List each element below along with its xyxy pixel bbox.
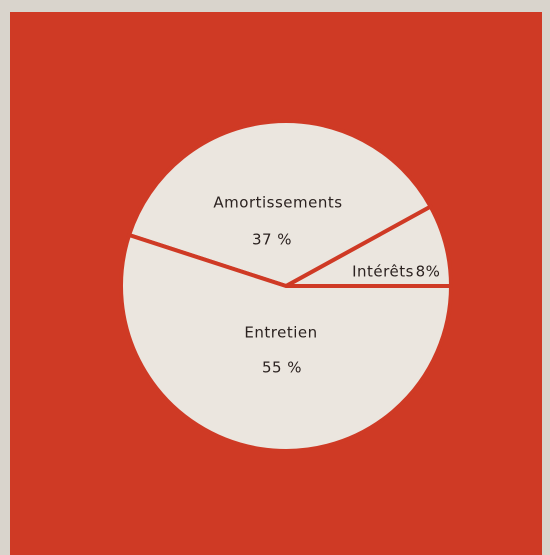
value-label: 37 % <box>252 231 292 249</box>
pie-slice <box>119 233 453 453</box>
slice-label: Amortissements <box>213 194 342 212</box>
pie-slice <box>127 119 433 288</box>
value-label: 55 % <box>262 359 302 377</box>
slice-label: Intérêts <box>352 263 414 281</box>
value-label: 8% <box>416 263 441 281</box>
slice-label: Entretien <box>244 324 317 342</box>
